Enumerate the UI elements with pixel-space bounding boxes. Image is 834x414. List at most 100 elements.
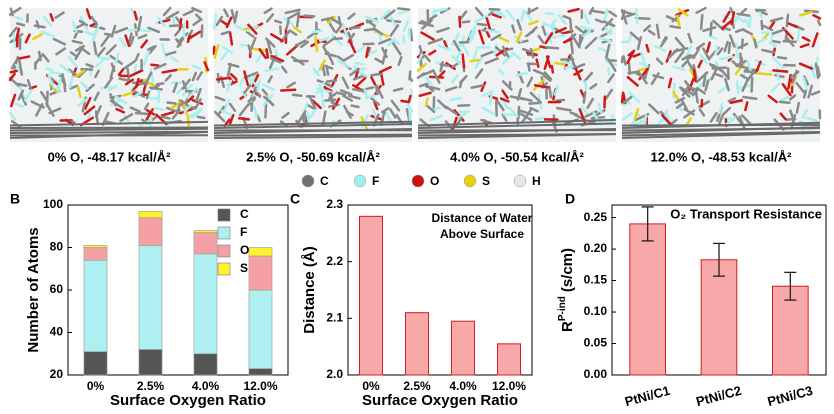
bond: [118, 77, 130, 82]
legend-swatch: [217, 262, 231, 276]
bar: [497, 343, 521, 376]
bond: [147, 45, 156, 51]
x-tick-label: PtNi/C1: [623, 383, 672, 409]
bond: [85, 63, 94, 69]
bond: [15, 82, 28, 88]
y-tick-label: 40: [50, 325, 64, 339]
bar-segment: [248, 289, 273, 369]
bond: [474, 68, 484, 79]
bond: [680, 99, 688, 111]
bond: [439, 63, 450, 67]
bond: [267, 75, 273, 84]
bond: [476, 22, 488, 27]
bond: [622, 95, 633, 105]
bond: [134, 111, 151, 116]
bond: [355, 76, 367, 87]
bond: [128, 69, 144, 78]
bond: [478, 29, 485, 45]
chart-title: O₂ Transport Resistance: [670, 206, 822, 221]
bond: [378, 65, 392, 74]
bond: [648, 103, 660, 115]
bond: [525, 29, 535, 38]
bond: [114, 52, 120, 65]
bond: [145, 90, 151, 100]
bond: [744, 101, 749, 112]
x-tick-label: 2.5%: [403, 379, 431, 393]
bond: [409, 88, 414, 99]
bond: [396, 7, 411, 11]
bond: [150, 84, 160, 90]
bond: [534, 116, 547, 121]
bond: [728, 34, 736, 48]
bond: [164, 74, 173, 82]
bond: [437, 44, 451, 51]
bond: [684, 80, 695, 93]
bond: [409, 77, 414, 82]
bond: [54, 11, 65, 20]
bond: [8, 72, 16, 82]
bond: [488, 91, 494, 106]
bond: [186, 87, 198, 99]
bond: [215, 15, 224, 27]
bond: [738, 115, 746, 131]
bond: [213, 44, 220, 59]
bond: [498, 36, 510, 43]
bond: [160, 115, 171, 120]
bond: [372, 108, 378, 120]
bond: [527, 63, 531, 72]
bond: [229, 73, 238, 81]
bond: [347, 31, 353, 44]
bond: [196, 71, 204, 81]
bond: [799, 10, 813, 17]
bond: [92, 41, 98, 56]
bond: [454, 49, 463, 61]
bond: [736, 12, 751, 17]
bond: [717, 85, 729, 94]
bond: [812, 14, 822, 20]
bond: [192, 64, 202, 71]
molecules: [212, 7, 414, 139]
bond: [796, 28, 801, 42]
bond: [162, 6, 172, 17]
bond: [8, 6, 22, 16]
bond: [421, 69, 435, 77]
bond: [220, 51, 228, 61]
bond: [718, 55, 735, 61]
bond: [170, 100, 183, 110]
bond: [400, 99, 410, 104]
bond: [602, 20, 616, 28]
bond: [685, 117, 693, 127]
annotation: Above Surface: [440, 227, 524, 241]
bond: [328, 94, 336, 107]
bar: [629, 223, 666, 376]
bond: [554, 26, 567, 34]
bond: [532, 68, 546, 76]
bond: [709, 21, 713, 37]
atom-legend-marker: [301, 174, 315, 188]
bond: [418, 91, 432, 98]
bond: [425, 85, 441, 91]
bond: [187, 30, 202, 41]
y-tick-label: 20: [50, 367, 64, 381]
bond: [608, 10, 618, 18]
x-tick-label: 12.0%: [243, 379, 277, 393]
bond: [223, 8, 230, 18]
bond: [76, 86, 82, 99]
bond: [18, 59, 24, 76]
bond: [178, 17, 183, 30]
bond: [452, 40, 461, 52]
bond: [129, 106, 141, 113]
bond: [629, 120, 645, 126]
bond: [681, 53, 692, 61]
bond: [686, 59, 694, 71]
bond: [647, 29, 656, 36]
bond: [119, 37, 127, 48]
bond: [537, 34, 545, 44]
bond: [461, 53, 466, 69]
bar-segment: [83, 351, 108, 376]
bond: [144, 71, 153, 86]
bond: [505, 9, 515, 21]
bond: [810, 90, 821, 96]
bond: [491, 13, 502, 19]
